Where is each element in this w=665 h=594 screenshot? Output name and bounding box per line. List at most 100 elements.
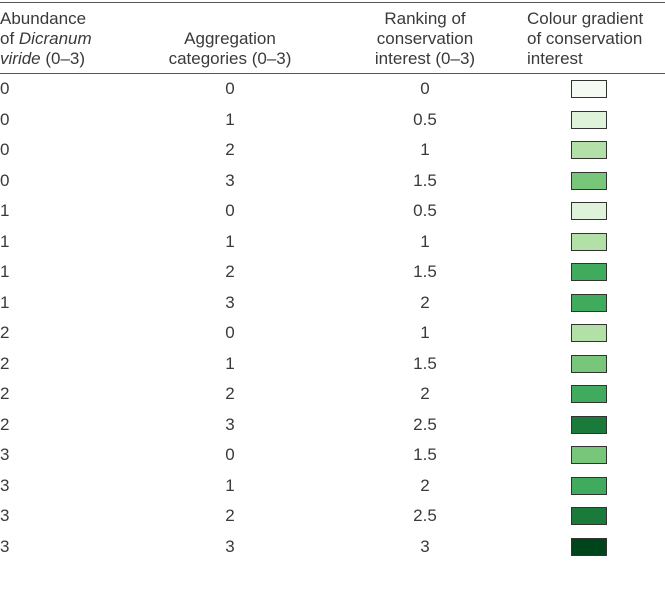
aggregation-cell: 2 bbox=[225, 140, 235, 160]
header-cell: Aggregation categories (0–3) bbox=[135, 2, 325, 74]
color-swatch bbox=[571, 537, 607, 556]
ranking-cell: 2 bbox=[420, 475, 430, 495]
gradient-cell bbox=[525, 288, 665, 319]
color-swatch bbox=[571, 507, 607, 526]
abundance-cell: 2 bbox=[0, 414, 10, 434]
header-cell: Colour gradient of conservation interest bbox=[525, 2, 665, 74]
aggregation-cell: 0 bbox=[225, 445, 235, 465]
gradient-cell bbox=[525, 501, 665, 532]
abundance-cell: 0 bbox=[0, 79, 10, 99]
gradient-cell bbox=[525, 532, 665, 563]
abundance-cell: 1 bbox=[0, 292, 10, 312]
table-row: 1 0 0.5 bbox=[0, 196, 665, 227]
abundance-cell: 1 bbox=[0, 262, 10, 282]
color-swatch bbox=[571, 385, 607, 404]
ranking-cell: 3 bbox=[420, 536, 430, 556]
header-text: conservation bbox=[376, 29, 474, 48]
aggregation-cell: 3 bbox=[225, 170, 235, 190]
header-text: of conservation bbox=[527, 29, 643, 48]
abundance-cell: 2 bbox=[0, 323, 10, 343]
conservation-table: Abundance of Dicranum viride (0–3) Aggrega… bbox=[0, 2, 665, 562]
aggregation-cell: 3 bbox=[225, 536, 235, 556]
aggregation-cell: 0 bbox=[225, 323, 235, 343]
header-text: Aggregation bbox=[184, 29, 276, 48]
ranking-cell: 2.5 bbox=[413, 506, 437, 526]
header-text: (0–3) bbox=[40, 49, 86, 68]
ranking-cell: 2.5 bbox=[413, 414, 437, 434]
table-row: 2 3 2.5 bbox=[0, 410, 665, 441]
gradient-cell bbox=[525, 318, 665, 349]
color-swatch bbox=[571, 171, 607, 190]
gradient-cell bbox=[525, 105, 665, 136]
color-swatch bbox=[571, 446, 607, 465]
abundance-cell: 0 bbox=[0, 140, 10, 160]
ranking-cell: 1 bbox=[420, 231, 430, 251]
ranking-cell: 1 bbox=[420, 323, 430, 343]
gradient-cell bbox=[525, 166, 665, 197]
ranking-cell: 0.5 bbox=[413, 109, 437, 129]
gradient-cell bbox=[525, 471, 665, 502]
abundance-cell: 3 bbox=[0, 445, 10, 465]
ranking-cell: 1.5 bbox=[413, 170, 437, 190]
gradient-cell bbox=[525, 440, 665, 471]
header-text: viride bbox=[0, 49, 41, 68]
gradient-cell bbox=[525, 410, 665, 441]
color-swatch bbox=[571, 293, 607, 312]
gradient-cell bbox=[525, 257, 665, 288]
header-text: categories (0–3) bbox=[168, 49, 292, 68]
abundance-cell: 1 bbox=[0, 231, 10, 251]
ranking-cell: 1 bbox=[420, 140, 430, 160]
aggregation-cell: 1 bbox=[225, 231, 235, 251]
color-swatch bbox=[571, 354, 607, 373]
abundance-cell: 2 bbox=[0, 384, 10, 404]
header-text: Dicranum bbox=[18, 29, 92, 48]
abundance-cell: 3 bbox=[0, 475, 10, 495]
gradient-cell bbox=[525, 349, 665, 380]
header-row: Abundance of Dicranum viride (0–3) Aggrega… bbox=[0, 2, 665, 74]
table-row: 0 1 0.5 bbox=[0, 105, 665, 136]
abundance-cell: 3 bbox=[0, 536, 10, 556]
color-swatch bbox=[571, 232, 607, 251]
color-swatch bbox=[571, 476, 607, 495]
gradient-cell bbox=[525, 196, 665, 227]
color-swatch bbox=[571, 80, 607, 99]
table-row: 2 1 1.5 bbox=[0, 349, 665, 380]
abundance-cell: 1 bbox=[0, 201, 10, 221]
ranking-cell: 0.5 bbox=[413, 201, 437, 221]
ranking-cell: 2 bbox=[420, 292, 430, 312]
header-cell: Abundance of Dicranum viride (0–3) bbox=[0, 2, 135, 74]
gradient-cell bbox=[525, 135, 665, 166]
ranking-cell: 0 bbox=[420, 79, 430, 99]
header-text: Abundance bbox=[0, 9, 87, 28]
table-body: 0 0 0 0 1 0.5 0 2 1 0 3 1.5 1 0 0.5 1 1 1 1 2 1.5 1 3 2 2 0 1 2 1 1.5… bbox=[0, 74, 665, 563]
header-text: Colour gradient bbox=[527, 9, 644, 28]
color-swatch bbox=[571, 202, 607, 221]
color-swatch bbox=[571, 324, 607, 343]
table-row: 1 3 2 bbox=[0, 288, 665, 319]
abundance-cell: 3 bbox=[0, 506, 10, 526]
table-header: Abundance of Dicranum viride (0–3) Aggrega… bbox=[0, 2, 665, 74]
gradient-cell bbox=[525, 74, 665, 105]
aggregation-cell: 1 bbox=[225, 475, 235, 495]
table-row: 3 3 3 bbox=[0, 532, 665, 563]
aggregation-cell: 2 bbox=[225, 384, 235, 404]
table-row: 2 0 1 bbox=[0, 318, 665, 349]
aggregation-cell: 3 bbox=[225, 292, 235, 312]
header-text: Ranking of bbox=[384, 9, 466, 28]
table-row: 3 0 1.5 bbox=[0, 440, 665, 471]
table-row: 3 1 2 bbox=[0, 471, 665, 502]
table-row: 3 2 2.5 bbox=[0, 501, 665, 532]
color-swatch bbox=[571, 263, 607, 282]
ranking-cell: 1.5 bbox=[413, 262, 437, 282]
table-row: 1 1 1 bbox=[0, 227, 665, 258]
header-text: interest (0–3) bbox=[374, 49, 476, 68]
header-text: of bbox=[0, 29, 19, 48]
table-row: 0 3 1.5 bbox=[0, 166, 665, 197]
color-swatch bbox=[571, 141, 607, 160]
aggregation-cell: 1 bbox=[225, 109, 235, 129]
abundance-cell: 0 bbox=[0, 170, 10, 190]
aggregation-cell: 0 bbox=[225, 79, 235, 99]
ranking-cell: 1.5 bbox=[413, 353, 437, 373]
table-row: 1 2 1.5 bbox=[0, 257, 665, 288]
